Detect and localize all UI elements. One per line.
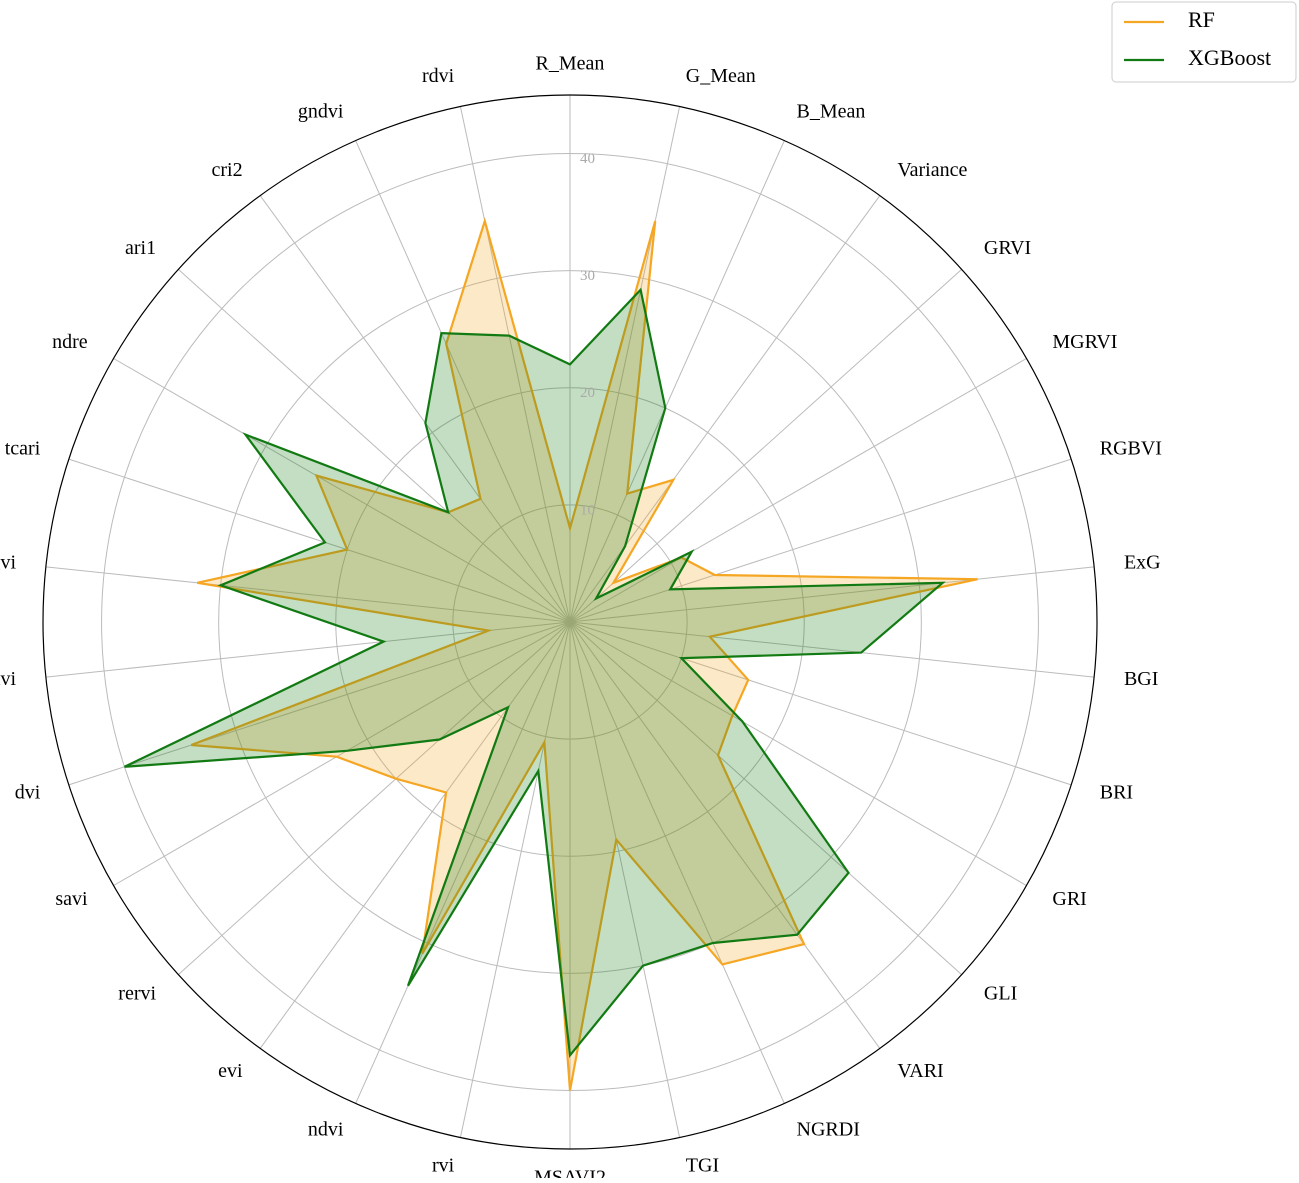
spoke [569,566,1095,623]
category-label: evi [218,1060,243,1082]
spoke [569,621,1027,886]
category-label: cri2 [212,159,243,181]
category-label: GRVI [984,237,1031,259]
spoke [178,268,571,623]
spoke [569,106,681,623]
spoke [569,140,785,623]
spoke [45,566,571,623]
spoke [459,621,571,1138]
spoke [569,621,1072,786]
outer-frame [42,94,1098,1150]
category-label: ndvi [308,1118,344,1140]
category-label: osavi [0,668,16,690]
category-label: GRI [1052,888,1086,910]
legend-label: XGBoost [1188,45,1271,70]
spoke [569,621,681,1138]
category-label: G_Mean [686,65,756,87]
category-label: TGI [686,1154,719,1176]
category-label: rervi [118,982,156,1004]
spoke [569,458,1072,623]
spoke [569,621,785,1104]
spoke [569,268,962,623]
legend-label: RF [1188,7,1215,32]
spoke [113,358,571,623]
category-label: rvi [432,1154,455,1176]
r-tick-label: 30 [580,268,595,284]
spoke [569,358,1027,623]
category-label: GLI [984,982,1017,1004]
spoke [569,621,1095,678]
spoke [45,621,571,678]
spoke [68,458,571,623]
category-label: MGRVI [1052,331,1117,353]
spoke [68,621,571,786]
category-label: rdvi [422,65,455,87]
category-label: Variance [897,159,967,181]
spoke [569,621,962,976]
spoke [355,621,571,1104]
category-label: savi [55,888,88,910]
category-label: RGBVI [1100,437,1162,459]
r-tick-label: 20 [580,385,595,401]
category-label: gndvi [298,101,344,123]
category-label: ExG [1124,551,1161,573]
category-label: ndre [52,331,88,353]
r-tick-label: 10 [580,502,595,518]
r-tick-label: 40 [580,151,595,167]
series-area [124,287,946,1059]
spoke [459,106,571,623]
category-label: BRI [1100,782,1133,804]
spoke [259,621,571,1049]
category-label: tcari [5,437,41,459]
category-label: BGI [1124,668,1158,690]
spoke [113,621,571,886]
spoke [355,140,571,623]
category-label: B_Mean [797,101,866,123]
category-label: ari1 [125,237,156,259]
spoke [569,621,881,1049]
category-label: VARI [897,1060,943,1082]
spoke [259,195,571,623]
spoke [178,621,571,976]
category-label: MSAVI2 [534,1167,606,1178]
category-label: NGRDI [797,1118,860,1140]
category-label: R_Mean [536,53,605,75]
category-label: gvi [0,551,16,573]
category-label: dvi [15,782,41,804]
